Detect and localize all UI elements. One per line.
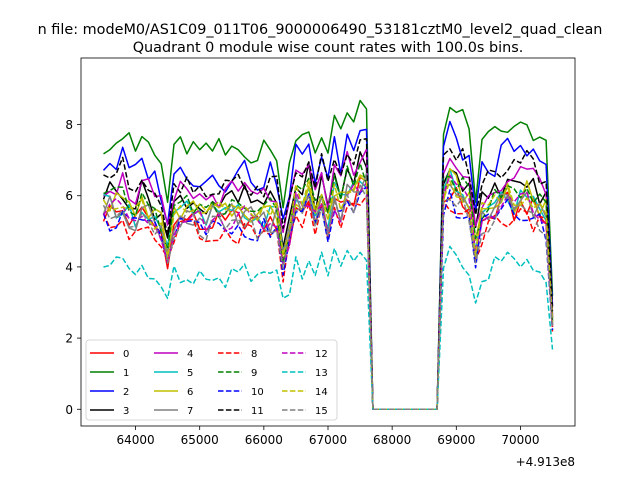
x-tick-label: 69000	[437, 433, 475, 447]
legend-label: 0	[123, 349, 129, 360]
plot-frame	[80, 57, 576, 427]
legend-label: 9	[251, 368, 257, 379]
legend-label: 4	[187, 349, 193, 360]
legend-label: 3	[123, 406, 129, 417]
legend-label: 14	[315, 387, 328, 398]
y-tick-label: 8	[65, 118, 73, 132]
legend-label: 11	[251, 406, 264, 417]
series-line-5	[103, 168, 554, 411]
legend-label: 13	[315, 368, 328, 379]
y-tick-label: 2	[65, 332, 73, 346]
legend-label: 10	[251, 387, 264, 398]
y-tick-label: 6	[65, 189, 73, 203]
y-axis: 0 2 4 6 8	[65, 118, 81, 417]
series-line-2	[102, 120, 554, 411]
legend-label: 15	[315, 406, 328, 417]
legend-label: 7	[187, 406, 193, 417]
legend-box	[85, 339, 338, 421]
series-line-11	[103, 138, 554, 411]
chart-title: Quadrant 0 module wise count rates with …	[133, 40, 524, 56]
legend-label: 1	[123, 368, 129, 379]
figure-suptitle: n file: modeM0/AS1C09_011T06_9000006490_…	[38, 22, 603, 38]
series-line-14	[102, 175, 554, 411]
x-tick-label: 70000	[501, 433, 539, 447]
legend-label: 6	[187, 387, 193, 398]
y-tick-label: 0	[65, 403, 73, 417]
x-tick-label: 66000	[245, 433, 283, 447]
y-tick-label: 4	[65, 260, 73, 274]
plot-lines	[102, 99, 554, 411]
series-line-15	[102, 184, 554, 411]
x-tick-label: 65000	[181, 433, 219, 447]
legend-label: 12	[315, 349, 328, 360]
x-axis: 64000 65000 66000 67000 68000 69000 70000	[116, 426, 540, 447]
series-line-10	[102, 186, 554, 411]
x-offset-label: +4.913e8	[516, 455, 575, 469]
series-line-13	[103, 245, 554, 411]
legend-label: 8	[251, 349, 257, 360]
legend-label: 2	[123, 387, 129, 398]
legend-label: 5	[187, 368, 193, 379]
x-tick-label: 67000	[309, 433, 347, 447]
series-line-1	[103, 99, 554, 411]
x-tick-label: 64000	[116, 433, 154, 447]
x-tick-label: 68000	[373, 433, 411, 447]
